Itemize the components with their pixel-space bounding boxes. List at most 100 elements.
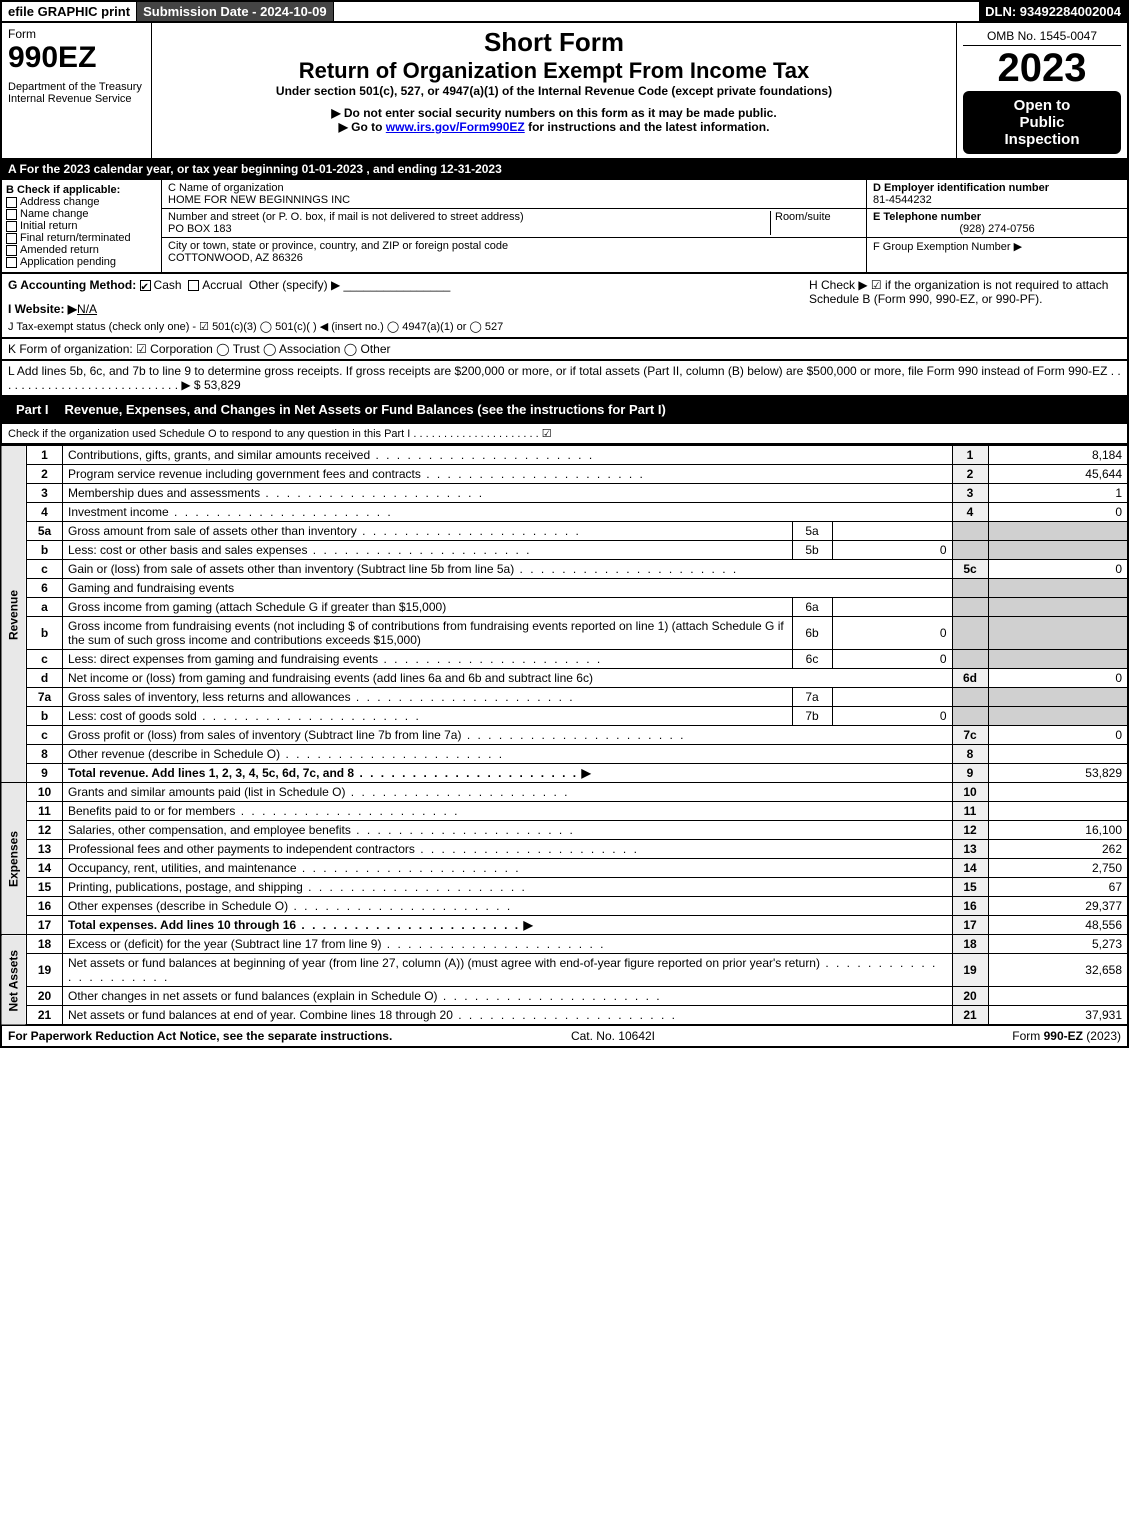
revenue-vlabel: Revenue — [1, 446, 27, 783]
short-form-title: Short Form — [156, 27, 952, 58]
org-city: COTTONWOOD, AZ 86326 — [168, 252, 860, 264]
row-13: 13Professional fees and other payments t… — [1, 840, 1128, 859]
row-9: 9Total revenue. Add lines 1, 2, 3, 4, 5c… — [1, 764, 1128, 783]
org-street: PO BOX 183 — [168, 223, 770, 235]
d-label: D Employer identification number — [873, 182, 1121, 194]
submission-date: Submission Date - 2024-10-09 — [137, 2, 334, 21]
form-number: 990EZ — [8, 41, 145, 75]
line-l: L Add lines 5b, 6c, and 7b to line 9 to … — [0, 361, 1129, 397]
row-6a: aGross income from gaming (attach Schedu… — [1, 598, 1128, 617]
cb-name-change[interactable]: Name change — [6, 208, 157, 220]
room-suite-label: Room/suite — [770, 211, 860, 235]
row-21: 21Net assets or fund balances at end of … — [1, 1006, 1128, 1026]
form-word: Form — [8, 27, 145, 41]
section-ghij: G Accounting Method: Cash Accrual Other … — [0, 274, 1129, 339]
amt-16: 29,377 — [988, 897, 1128, 916]
row-17: 17Total expenses. Add lines 10 through 1… — [1, 916, 1128, 935]
subtitle: Under section 501(c), 527, or 4947(a)(1)… — [156, 84, 952, 98]
website-val: N/A — [77, 302, 97, 316]
part-i-header: Part I Revenue, Expenses, and Changes in… — [0, 397, 1129, 424]
row-7c: cGross profit or (loss) from sales of in… — [1, 726, 1128, 745]
line-h: H Check ▶ ☑ if the organization is not r… — [801, 278, 1121, 333]
amt-14: 2,750 — [988, 859, 1128, 878]
open-to-public: Open to Public Inspection — [963, 91, 1121, 154]
amt-5c: 0 — [988, 560, 1128, 579]
row-5c: cGain or (loss) from sale of assets othe… — [1, 560, 1128, 579]
e-label: E Telephone number — [873, 211, 1121, 223]
amt-18: 5,273 — [988, 935, 1128, 954]
row-7a: 7aGross sales of inventory, less returns… — [1, 688, 1128, 707]
amt-15: 67 — [988, 878, 1128, 897]
amt-6d: 0 — [988, 669, 1128, 688]
amt-11 — [988, 802, 1128, 821]
note-ssn: ▶ Do not enter social security numbers o… — [156, 106, 952, 120]
amt-20 — [988, 987, 1128, 1006]
section-b: B Check if applicable: Address change Na… — [2, 180, 162, 272]
c-city-label: City or town, state or province, country… — [168, 240, 860, 252]
cb-initial-return[interactable]: Initial return — [6, 220, 157, 232]
row-4: 4Investment income40 — [1, 503, 1128, 522]
dept-treasury: Department of the Treasury — [8, 81, 145, 93]
part-i-table: Revenue 1 Contributions, gifts, grants, … — [0, 445, 1129, 1026]
form-header: Form 990EZ Department of the Treasury In… — [0, 23, 1129, 160]
row-11: 11Benefits paid to or for members11 — [1, 802, 1128, 821]
omb-number: OMB No. 1545-0047 — [963, 27, 1121, 46]
val-7b: 0 — [832, 707, 952, 726]
row-5b: bLess: cost or other basis and sales exp… — [1, 541, 1128, 560]
row-7b: bLess: cost of goods sold7b0 — [1, 707, 1128, 726]
top-bar: efile GRAPHIC print Submission Date - 20… — [0, 0, 1129, 23]
section-a: A For the 2023 calendar year, or tax yea… — [0, 160, 1129, 180]
amt-21: 37,931 — [988, 1006, 1128, 1026]
efile-label[interactable]: efile GRAPHIC print — [2, 2, 137, 21]
phone: (928) 274-0756 — [873, 223, 1121, 235]
f-label: F Group Exemption Number ▶ — [873, 240, 1121, 253]
line-i: I Website: ▶N/A — [8, 302, 801, 316]
row-6d: dNet income or (loss) from gaming and fu… — [1, 669, 1128, 688]
cb-address-change[interactable]: Address change — [6, 196, 157, 208]
row-6c: cLess: direct expenses from gaming and f… — [1, 650, 1128, 669]
b-label: B Check if applicable: — [6, 184, 157, 196]
section-def: D Employer identification number 81-4544… — [867, 180, 1127, 272]
amt-1: 8,184 — [988, 446, 1128, 465]
cb-accrual[interactable] — [188, 280, 199, 291]
row-3: 3Membership dues and assessments31 — [1, 484, 1128, 503]
row-6b: bGross income from fundraising events (n… — [1, 617, 1128, 650]
row-18: Net Assets 18Excess or (deficit) for the… — [1, 935, 1128, 954]
part-i-check: Check if the organization used Schedule … — [0, 424, 1129, 445]
line-k: K Form of organization: ☑ Corporation ◯ … — [0, 339, 1129, 361]
part-i-label: Part I — [8, 400, 57, 419]
amt-10 — [988, 783, 1128, 802]
row-20: 20Other changes in net assets or fund ba… — [1, 987, 1128, 1006]
c-street-label: Number and street (or P. O. box, if mail… — [168, 211, 770, 223]
row-15: 15Printing, publications, postage, and s… — [1, 878, 1128, 897]
amt-2: 45,644 — [988, 465, 1128, 484]
line-j: J Tax-exempt status (check only one) - ☑… — [8, 320, 801, 333]
dept-irs: Internal Revenue Service — [8, 93, 145, 105]
val-5b: 0 — [832, 541, 952, 560]
amt-12: 16,100 — [988, 821, 1128, 840]
row-2: 2Program service revenue including gover… — [1, 465, 1128, 484]
amt-8 — [988, 745, 1128, 764]
row-19: 19Net assets or fund balances at beginni… — [1, 954, 1128, 987]
section-c: C Name of organization HOME FOR NEW BEGI… — [162, 180, 867, 272]
tax-year: 2023 — [963, 46, 1121, 91]
cb-cash[interactable] — [140, 280, 151, 291]
expenses-vlabel: Expenses — [1, 783, 27, 935]
dln: DLN: 93492284002004 — [979, 2, 1127, 21]
footer-right: Form 990-EZ (2023) — [1012, 1029, 1121, 1043]
amt-7c: 0 — [988, 726, 1128, 745]
note-goto: ▶ Go to www.irs.gov/Form990EZ for instru… — [156, 120, 952, 134]
cb-final-return[interactable]: Final return/terminated — [6, 232, 157, 244]
org-name: HOME FOR NEW BEGINNINGS INC — [168, 194, 860, 206]
cb-amended-return[interactable]: Amended return — [6, 244, 157, 256]
cb-application-pending[interactable]: Application pending — [6, 256, 157, 268]
row-6: 6Gaming and fundraising events — [1, 579, 1128, 598]
row-14: 14Occupancy, rent, utilities, and mainte… — [1, 859, 1128, 878]
amt-17: 48,556 — [988, 916, 1128, 935]
irs-link[interactable]: www.irs.gov/Form990EZ — [386, 120, 525, 134]
part-i-title: Revenue, Expenses, and Changes in Net As… — [65, 402, 666, 417]
return-title: Return of Organization Exempt From Incom… — [156, 58, 952, 84]
val-6b: 0 — [832, 617, 952, 650]
row-1: Revenue 1 Contributions, gifts, grants, … — [1, 446, 1128, 465]
row-12: 12Salaries, other compensation, and empl… — [1, 821, 1128, 840]
